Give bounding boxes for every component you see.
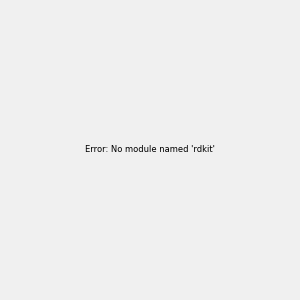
Text: Error: No module named 'rdkit': Error: No module named 'rdkit' bbox=[85, 146, 215, 154]
